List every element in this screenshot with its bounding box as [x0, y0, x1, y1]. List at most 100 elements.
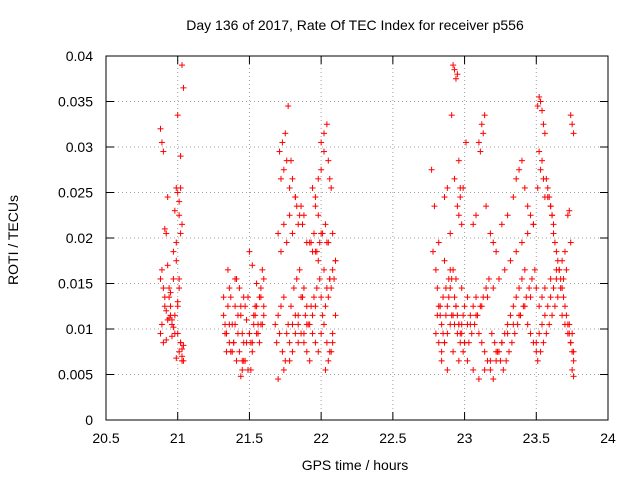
data-point	[534, 103, 541, 110]
data-point	[173, 239, 180, 246]
data-point	[168, 333, 175, 340]
data-point	[277, 175, 284, 182]
data-point	[501, 266, 508, 273]
data-point	[432, 330, 439, 337]
data-point	[473, 312, 480, 319]
data-point	[518, 239, 525, 246]
data-point	[329, 230, 336, 237]
data-point	[249, 262, 256, 269]
data-point	[497, 357, 504, 364]
data-point	[524, 203, 531, 210]
data-point	[527, 212, 534, 219]
data-point	[540, 339, 547, 346]
data-point	[455, 357, 462, 364]
data-point	[163, 336, 170, 343]
data-point	[550, 285, 557, 292]
data-point	[516, 285, 523, 292]
data-point	[543, 330, 550, 337]
data-point	[478, 339, 485, 346]
data-point	[504, 212, 511, 219]
y-tick-label: 0.01	[66, 321, 93, 337]
data-point	[464, 294, 471, 301]
data-point	[530, 221, 537, 228]
data-point	[318, 139, 325, 146]
data-point	[170, 275, 177, 282]
data-point	[319, 312, 326, 319]
data-point	[483, 285, 490, 292]
data-point	[431, 203, 438, 210]
data-point	[260, 312, 267, 319]
data-point	[487, 357, 494, 364]
data-point	[300, 339, 307, 346]
data-point	[253, 330, 260, 337]
data-point	[540, 175, 547, 182]
data-point	[286, 184, 293, 191]
data-point	[553, 266, 560, 273]
data-point	[563, 266, 570, 273]
data-point	[318, 330, 325, 337]
data-point	[308, 239, 315, 246]
data-point	[325, 157, 332, 164]
data-point	[176, 348, 183, 355]
data-point	[546, 321, 553, 328]
data-point	[536, 303, 543, 310]
data-point	[222, 330, 229, 337]
data-point	[524, 230, 531, 237]
y-tick-label: 0.03	[66, 139, 93, 155]
data-point	[329, 330, 336, 337]
data-point	[292, 312, 299, 319]
x-tick-label: 22.5	[379, 430, 406, 446]
data-point	[481, 348, 488, 355]
data-point	[259, 266, 266, 273]
data-point	[533, 285, 540, 292]
data-point	[481, 366, 488, 373]
data-point	[438, 357, 445, 364]
data-point	[163, 230, 170, 237]
data-point	[177, 184, 184, 191]
data-point	[442, 312, 449, 319]
data-point	[288, 303, 295, 310]
data-point	[322, 366, 329, 373]
data-point	[564, 212, 571, 219]
data-point	[518, 157, 525, 164]
data-point	[541, 285, 548, 292]
data-point	[323, 285, 330, 292]
data-point	[276, 148, 283, 155]
data-point	[236, 348, 243, 355]
data-point	[280, 166, 287, 173]
data-point	[539, 321, 546, 328]
data-point	[239, 330, 246, 337]
data-point	[440, 294, 447, 301]
y-tick-label: 0.005	[58, 367, 93, 383]
data-point	[246, 248, 253, 255]
data-point	[518, 275, 525, 282]
data-point	[498, 221, 505, 228]
data-point	[174, 112, 181, 119]
x-tick-label: 22	[313, 430, 329, 446]
data-point	[491, 339, 498, 346]
data-point	[161, 303, 168, 310]
data-point	[312, 339, 319, 346]
data-point	[511, 330, 518, 337]
data-point	[445, 294, 452, 301]
data-point	[299, 221, 306, 228]
data-point	[244, 294, 251, 301]
data-point	[313, 248, 320, 255]
y-tick-label: 0.015	[58, 276, 93, 292]
data-points	[157, 62, 577, 383]
data-point	[460, 312, 467, 319]
data-point	[321, 321, 328, 328]
data-point	[516, 312, 523, 319]
data-point	[458, 221, 465, 228]
data-point	[441, 339, 448, 346]
data-point	[161, 294, 168, 301]
data-point	[322, 303, 329, 310]
data-point	[566, 321, 573, 328]
data-point	[493, 248, 500, 255]
data-point	[279, 139, 286, 146]
data-point	[315, 257, 322, 264]
data-point	[544, 194, 551, 201]
data-point	[296, 266, 303, 273]
data-point	[508, 339, 515, 346]
data-point	[495, 275, 502, 282]
